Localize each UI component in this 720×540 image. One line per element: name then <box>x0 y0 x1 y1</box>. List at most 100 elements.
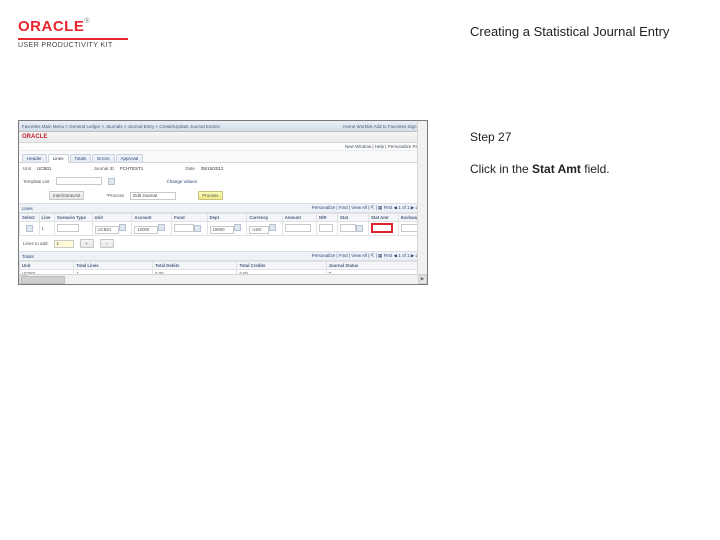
cell-dept[interactable]: 19900 <box>207 222 247 236</box>
totals-title: Totals <box>22 254 34 259</box>
add-line-button[interactable]: + <box>80 239 94 248</box>
unit-label: Unit <box>23 166 31 171</box>
date-value: 05/15/2012 <box>201 166 224 171</box>
totals-section-bar: Totals Personalize | Find | View All | ⇱… <box>19 251 427 261</box>
tcol-debits: Total Debits <box>153 262 237 270</box>
form-row-3: Inter/IntraUnit *Process Edit Journal Pr… <box>19 188 427 203</box>
lines-to-add-row: Lines to add 1 + − <box>19 236 427 251</box>
interunit-button[interactable]: Inter/IntraUnit <box>49 191 84 200</box>
cell-currency[interactable]: USD <box>247 222 282 236</box>
breadcrumb-bar: Favorites Main Menu > General Ledger > J… <box>19 121 427 132</box>
cell-nr[interactable] <box>317 222 338 236</box>
col-stat: Stat <box>338 214 369 222</box>
lookup-icon[interactable] <box>269 224 276 231</box>
cell-account[interactable]: 10000 <box>132 222 172 236</box>
tcol-lines: Total Lines <box>74 262 153 270</box>
lines-row-1: 1 UCB01 10000 19900 USD <box>20 222 427 236</box>
currency-input[interactable]: USD <box>249 226 269 234</box>
instruction-block: Step 27 Click in the Stat Amt field. <box>470 130 680 194</box>
stat-input[interactable] <box>340 224 356 232</box>
cell-scenario[interactable] <box>54 222 92 236</box>
checkbox-icon[interactable] <box>26 225 33 232</box>
journal-id-value: FCHTEST1 <box>120 166 143 171</box>
cell-amount[interactable] <box>282 222 316 236</box>
tcol-status: Journal Status <box>326 262 426 270</box>
lines-controls[interactable]: Personalize | Find | View All | ⇱ | ▦ Fi… <box>312 205 424 211</box>
col-unit: Unit <box>92 214 132 222</box>
app-screenshot: Favorites Main Menu > General Ledger > J… <box>18 120 428 285</box>
stat-amt-highlight[interactable] <box>371 223 393 233</box>
process-label: *Process <box>106 193 124 198</box>
oracle-brand-bar: ORACLE <box>19 132 427 143</box>
totals-header-row: Unit Total Lines Total Debits Total Cred… <box>20 262 427 270</box>
process-button[interactable]: Process <box>198 191 222 200</box>
tab-lines[interactable]: Lines <box>48 154 69 163</box>
lines-add-input[interactable]: 1 <box>54 240 74 248</box>
logo-subtitle: USER PRODUCTIVITY KIT <box>18 42 128 49</box>
cell-line: 1 <box>39 222 54 236</box>
cell-fund[interactable] <box>172 222 207 236</box>
tab-totals[interactable]: Totals <box>70 154 92 162</box>
scroll-thumb[interactable] <box>21 276 65 284</box>
cell-select[interactable] <box>20 222 40 236</box>
template-input[interactable] <box>56 177 102 185</box>
topbar-links[interactable]: Home Worklist Add to Favorites Sign out <box>343 124 424 129</box>
breadcrumb[interactable]: Favorites Main Menu > General Ledger > J… <box>22 124 220 129</box>
form-row-1: Unit UCB01 Journal ID FCHTEST1 Date 05/1… <box>19 163 427 174</box>
lines-title: Lines <box>22 206 33 211</box>
page-title: Creating a Statistical Journal Entry <box>470 24 669 39</box>
col-select: Select <box>20 214 40 222</box>
nr-input[interactable] <box>319 224 333 232</box>
template-label: Template List <box>23 179 50 184</box>
scenario-input[interactable] <box>57 224 79 232</box>
col-nr: N/R <box>317 214 338 222</box>
col-scenario: Scenario Type <box>54 214 92 222</box>
totals-controls[interactable]: Personalize | Find | View All | ⇱ | ▦ Fi… <box>312 253 424 259</box>
step-text: Click in the Stat Amt field. <box>470 162 680 176</box>
instruction-field: Stat Amt <box>532 162 581 176</box>
tcol-unit: Unit <box>20 262 74 270</box>
lines-grid: Select Line Scenario Type Unit Account F… <box>19 213 427 236</box>
lines-section-bar: Lines Personalize | Find | View All | ⇱ … <box>19 203 427 213</box>
lookup-icon[interactable] <box>158 224 165 231</box>
unit-value: UCB01 <box>37 166 52 171</box>
lookup-icon[interactable] <box>108 178 115 185</box>
account-input[interactable]: 10000 <box>134 226 158 234</box>
cell-unit[interactable]: UCB01 <box>92 222 132 236</box>
brand-text: ORACLE <box>22 134 47 140</box>
form-row-2: Template List Change Values <box>19 174 427 188</box>
amount-input[interactable] <box>285 224 311 232</box>
process-select[interactable]: Edit Journal <box>130 192 176 200</box>
date-label: Date <box>185 166 195 171</box>
lookup-icon[interactable] <box>356 225 363 232</box>
tab-approval[interactable]: Approval <box>116 154 144 162</box>
tcol-credits: Total Credits <box>237 262 326 270</box>
col-dept: Dept <box>207 214 247 222</box>
fund-input[interactable] <box>174 224 194 232</box>
change-values-link[interactable]: Change Values <box>167 179 197 184</box>
col-line: Line <box>39 214 54 222</box>
instruction-prefix: Click in the <box>470 162 532 176</box>
page-link-bar[interactable]: New Window | Help | Personalize Page <box>19 143 427 151</box>
registered-mark: ® <box>84 18 89 25</box>
vertical-scrollbar[interactable] <box>417 121 427 275</box>
journal-id-label: Journal ID <box>94 166 115 171</box>
cell-stat-amt[interactable] <box>369 222 399 236</box>
lines-header-row: Select Line Scenario Type Unit Account F… <box>20 214 427 222</box>
scroll-right-arrow[interactable]: ▶ <box>418 275 427 284</box>
oracle-logo-block: ORACLE® USER PRODUCTIVITY KIT <box>18 18 128 49</box>
lookup-icon[interactable] <box>234 224 241 231</box>
cell-stat[interactable] <box>338 222 369 236</box>
lines-add-label: Lines to add <box>23 241 48 246</box>
tab-header[interactable]: Header <box>22 154 47 162</box>
tab-errors[interactable]: Errors <box>92 154 114 162</box>
dept-input[interactable]: 19900 <box>210 226 234 234</box>
remove-line-button[interactable]: − <box>100 239 114 248</box>
col-account: Account <box>132 214 172 222</box>
lookup-icon[interactable] <box>194 225 201 232</box>
lookup-icon[interactable] <box>119 224 126 231</box>
col-amount: Amount <box>282 214 316 222</box>
unit-input[interactable]: UCB01 <box>95 226 119 234</box>
instruction-suffix: field. <box>581 162 610 176</box>
horizontal-scrollbar[interactable]: ◀ ▶ <box>19 274 427 284</box>
